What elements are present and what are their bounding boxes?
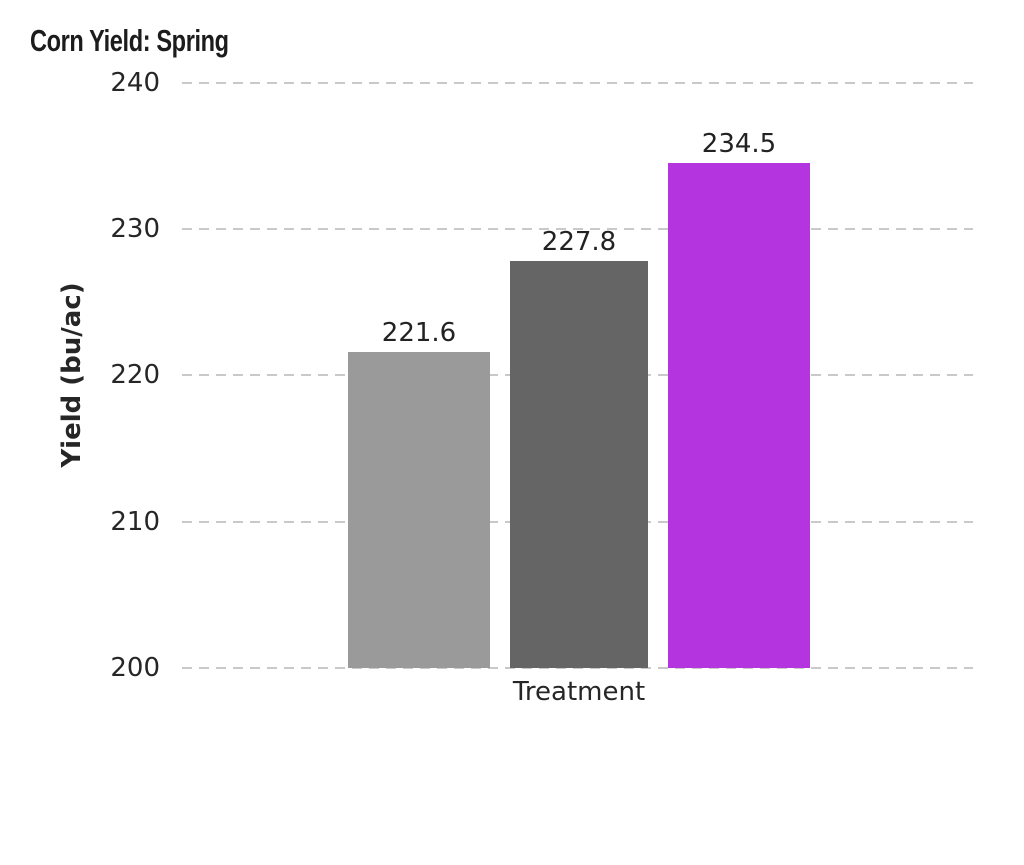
bar-value-label: 221.6 — [381, 318, 457, 348]
gridline-200 — [182, 667, 973, 669]
bar-map-banded[interactable] — [510, 261, 648, 668]
y-tick-label: 210 — [110, 507, 160, 537]
x-axis-title: Treatment — [512, 677, 646, 707]
chart-title: Corn Yield: Spring — [30, 23, 229, 58]
bar-nitrogen-only[interactable] — [348, 352, 490, 668]
y-axis-title: Yield (bu/ac) — [57, 282, 87, 468]
legend: Nitrogen only MAP Banded MicroEssentials… — [0, 740, 1024, 850]
y-tick-label: 200 — [110, 653, 160, 683]
bar-value-label: 234.5 — [701, 129, 777, 159]
y-tick-label: 240 — [110, 68, 160, 98]
bar-microessentials-sz-banded[interactable] — [668, 163, 810, 668]
y-tick-label: 220 — [110, 360, 160, 390]
y-tick-label: 230 — [110, 214, 160, 244]
gridline-230 — [182, 228, 973, 230]
bar-value-label: 227.8 — [541, 227, 617, 257]
gridline-240 — [182, 82, 973, 84]
